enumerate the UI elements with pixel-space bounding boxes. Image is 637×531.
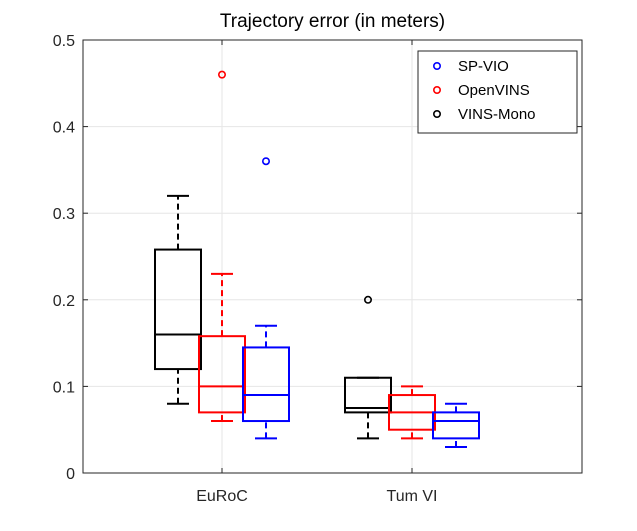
- legend: SP-VIO OpenVINS VINS-Mono: [417, 50, 578, 134]
- legend-label-sp-vio: SP-VIO: [458, 58, 509, 75]
- outlier-point: [261, 157, 270, 166]
- box-vins-mono: [154, 194, 202, 405]
- outlier-point: [218, 70, 227, 79]
- y-tick-label: 0.4: [53, 120, 75, 137]
- box-sp-vio: [242, 157, 290, 440]
- plot-frame: [82, 39, 583, 474]
- box-iqr: [198, 335, 246, 414]
- y-tick-label: 0.2: [53, 293, 75, 310]
- legend-label-vins-mono: VINS-Mono: [458, 106, 536, 123]
- y-tick-label: 0.5: [53, 33, 75, 50]
- box-plots: [154, 70, 480, 449]
- legend-marker-sp-vio: [432, 61, 441, 70]
- box-vins-mono: [344, 295, 392, 440]
- legend-box: [417, 50, 578, 134]
- box-openvins: [198, 70, 246, 423]
- box-openvins: [388, 385, 436, 440]
- y-tick-label: 0: [66, 466, 75, 483]
- y-tick-label: 0.3: [53, 206, 75, 223]
- x-tick-label: Tum VI: [387, 488, 438, 505]
- y-axis-ticks: 0 0.1 0.2 0.3 0.4 0.5: [53, 33, 582, 483]
- outlier-point: [363, 295, 372, 304]
- x-tick-label: EuRoC: [196, 488, 248, 505]
- legend-marker-vins-mono: [432, 110, 441, 119]
- box-iqr: [432, 411, 480, 440]
- legend-marker-openvins: [432, 86, 441, 95]
- axes: [82, 39, 583, 474]
- x-axis-ticks: EuRoC Tum VI: [196, 40, 437, 505]
- box-iqr: [242, 346, 290, 423]
- legend-label-openvins: OpenVINS: [458, 82, 530, 99]
- box-iqr: [154, 248, 202, 371]
- chart-title: Trajectory error (in meters): [220, 11, 445, 32]
- y-tick-label: 0.1: [53, 379, 75, 396]
- box-sp-vio: [432, 402, 480, 449]
